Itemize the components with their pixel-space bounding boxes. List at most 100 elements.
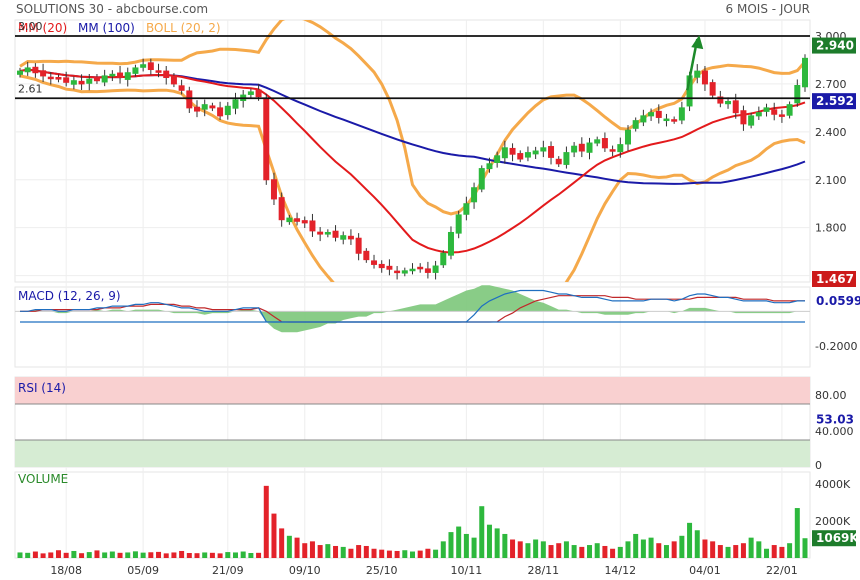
volume-bar [456, 526, 462, 558]
macd-histogram [20, 285, 805, 333]
candle-body [301, 220, 308, 224]
volume-bar [309, 541, 315, 558]
candle-body [209, 105, 216, 109]
volume-bar [787, 543, 793, 558]
low-price-badge: 1.467 [816, 272, 854, 286]
volume-bar [617, 546, 623, 558]
volume-bar [256, 552, 262, 558]
mm-price-badge-bg [812, 93, 856, 110]
candle-body [278, 197, 285, 221]
candle-body [417, 266, 424, 270]
candle-body [447, 231, 454, 256]
rsi-panel: RSI (14) 80.00 40.000 0 53.03 [15, 321, 856, 472]
candle-body [763, 107, 770, 112]
volume-bar [356, 545, 362, 558]
macd-badge-bg [812, 292, 856, 309]
volume-bar [740, 543, 746, 558]
mm20-line [19, 68, 806, 254]
volume-bar [471, 537, 477, 558]
volume-bar [32, 551, 38, 558]
candle-body [93, 76, 100, 82]
volume-bar [417, 550, 423, 558]
candle-body [786, 104, 793, 116]
candle-body [294, 218, 301, 222]
candle-body [355, 237, 362, 254]
volume-bar [410, 551, 415, 558]
volume-bar [232, 552, 238, 558]
candle-body [55, 77, 62, 80]
candle-body [455, 214, 462, 234]
candle-body [340, 235, 347, 240]
volume-bar [79, 553, 85, 558]
candle-body [263, 97, 270, 181]
volume-bar [540, 541, 546, 558]
volume-bar [479, 506, 485, 558]
volume-bar [440, 541, 446, 558]
macd-last-value: 0.0599 [816, 294, 860, 308]
candle-body [648, 112, 655, 117]
candle-body [386, 265, 393, 270]
candle-body [186, 90, 193, 109]
candle-body [571, 145, 578, 153]
x-tick-label: 18/08 [50, 564, 82, 577]
candle-body [117, 72, 124, 79]
volume-bar [517, 541, 523, 558]
volume-bar [171, 552, 177, 558]
candle-body [432, 265, 439, 273]
candle-body [709, 82, 716, 96]
volume-bar [725, 546, 731, 558]
candle-body [532, 150, 539, 155]
legend-mm100: MM (100) [78, 21, 135, 35]
candle-body [794, 85, 801, 104]
rsi-oversold-zone [15, 440, 810, 467]
candle-body [440, 252, 447, 266]
candle-body [78, 80, 85, 85]
candle-body [201, 104, 208, 110]
candle-body [748, 115, 755, 126]
legend-mm20: MM (20) [18, 21, 67, 35]
volume-bar [194, 553, 200, 558]
macd-label: MACD (12, 26, 9) [18, 289, 121, 303]
price-tick-label: 2.400 [815, 126, 847, 139]
volume-bar [63, 552, 69, 558]
volume-bar [587, 545, 593, 558]
candle-body [678, 107, 685, 121]
candle-body [471, 187, 478, 203]
candle-body [32, 66, 39, 74]
candle-body [601, 138, 608, 149]
volume-label: VOLUME [18, 472, 68, 486]
candle-body [478, 168, 485, 190]
volume-bar [402, 550, 408, 558]
volume-bar [325, 544, 331, 558]
rsi-tick-label: 0 [815, 459, 822, 472]
volume-bar [17, 552, 23, 558]
volume-bar [679, 535, 685, 558]
volume-bar [594, 543, 600, 558]
candle-body [24, 67, 31, 73]
volume-bar [548, 545, 554, 558]
candle-body [463, 203, 470, 215]
volume-bar [363, 545, 369, 558]
candle-body [286, 217, 293, 223]
volume-bar [317, 545, 323, 558]
volume-bar [633, 533, 639, 558]
volume-bar [209, 552, 215, 558]
volume-last-value: 1069K [816, 531, 859, 545]
price-tick-label: 2.700 [815, 78, 847, 91]
candle-body [725, 100, 732, 105]
volume-bar [109, 551, 115, 558]
volume-bar [702, 539, 708, 558]
volume-bar [579, 546, 585, 558]
volume-bar [263, 485, 269, 558]
candle-body [247, 91, 254, 95]
candle-body [563, 152, 570, 165]
volume-bar [217, 553, 223, 558]
candle-body [132, 67, 139, 74]
volume-bar [733, 545, 739, 558]
candle-body [63, 77, 70, 83]
candle-body [578, 143, 585, 152]
candle-body [347, 235, 354, 240]
volume-bar [433, 549, 439, 558]
volume-bar [610, 548, 616, 558]
